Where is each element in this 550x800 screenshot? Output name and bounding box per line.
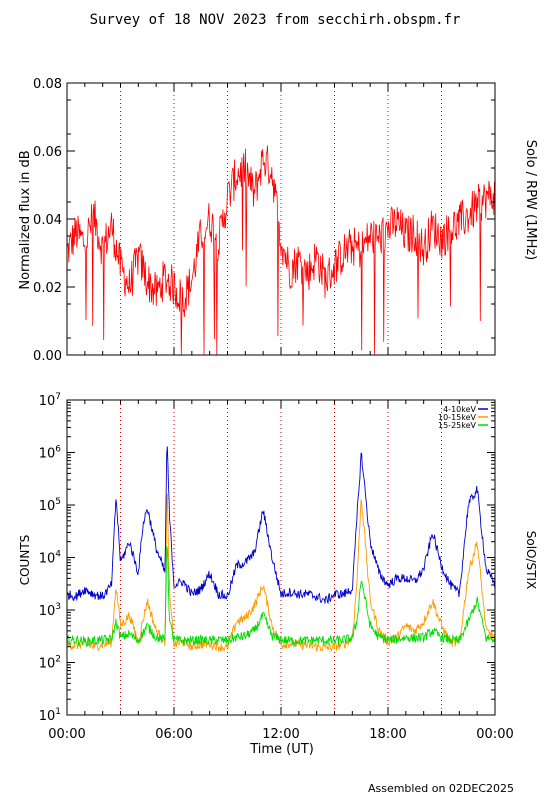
assembled-note: Assembled on 02DEC2025 [368, 782, 514, 795]
stix-ytick-label: 101 [39, 707, 61, 724]
stix-ytick-base: 10 [39, 657, 56, 672]
stix-ytick-base: 10 [39, 709, 56, 724]
page-title: Survey of 18 NOV 2023 from secchirh.obsp… [90, 12, 461, 28]
stix-ytick-exponent: 7 [55, 392, 61, 402]
rpw-ytick-label: 0.00 [33, 349, 62, 364]
legend-label: 10-15keV [438, 413, 477, 422]
stix-panel: COUNTS SolO/STIX Time (UT) 1011021031041… [18, 392, 538, 757]
stix-ytick-label: 105 [39, 497, 61, 514]
stix-ytick-label: 104 [39, 550, 62, 567]
rpw-panel: Normalized flux in dB Solo / RPW (1MHz) … [18, 77, 538, 364]
stix-ytick-label: 102 [39, 655, 61, 672]
stix-ytick-label: 106 [39, 445, 62, 462]
stix-xtick-label: 06:00 [155, 727, 192, 742]
stix-side-label: SolO/STIX [524, 531, 538, 590]
stix-xtick-label: 18:00 [369, 727, 406, 742]
rpw-ylabel: Normalized flux in dB [18, 150, 33, 289]
stix-ytick-base: 10 [39, 552, 56, 567]
stix-4-10kev-line [66, 446, 496, 605]
stix-ylabel: COUNTS [18, 535, 32, 586]
stix-ytick-exponent: 4 [55, 550, 61, 560]
stix-plot-frame [66, 399, 496, 716]
stix-ytick-exponent: 5 [55, 497, 61, 507]
stix-xtick-label: 00:00 [48, 727, 85, 742]
rpw-ytick-label: 0.08 [33, 77, 62, 92]
stix-ytick-base: 10 [39, 604, 56, 619]
stix-ytick-base: 10 [39, 394, 56, 409]
stix-xlabel: Time (UT) [249, 742, 314, 757]
rpw-ytick-label: 0.06 [33, 145, 62, 160]
stix-xtick-label: 12:00 [262, 727, 299, 742]
legend-label: 15-25keV [438, 421, 477, 430]
stix-ytick-exponent: 1 [55, 707, 61, 717]
rpw-ytick-label: 0.04 [33, 213, 62, 228]
legend-label: 4-10keV [443, 405, 476, 414]
stix-ytick-label: 103 [39, 602, 61, 619]
stix-ytick-exponent: 2 [55, 655, 61, 665]
stix-ytick-exponent: 6 [55, 445, 61, 455]
rpw-side-label: Solo / RPW (1MHz) [523, 140, 538, 261]
stix-15-25kev-line [66, 546, 496, 647]
rpw-ytick-label: 0.02 [33, 281, 62, 296]
stix-xtick-label: 00:00 [476, 727, 513, 742]
stix-ytick-label: 107 [39, 392, 61, 409]
stix-ytick-exponent: 3 [55, 602, 61, 612]
stix-ytick-base: 10 [39, 499, 56, 514]
rpw-flux-line [66, 145, 496, 356]
stix-ytick-base: 10 [39, 447, 56, 462]
